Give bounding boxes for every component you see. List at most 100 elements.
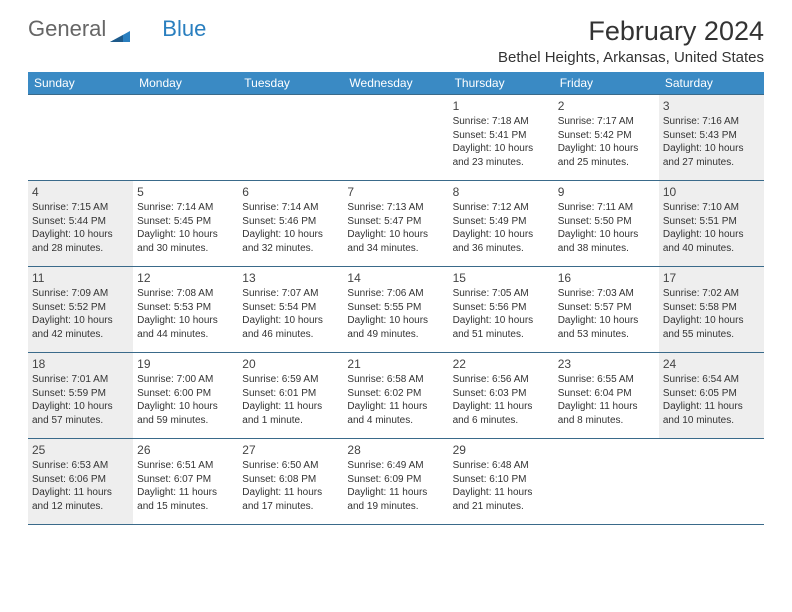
location: Bethel Heights, Arkansas, United States <box>498 49 764 66</box>
day-number: 23 <box>558 356 655 372</box>
daylight-line: Daylight: 10 hours and 27 minutes. <box>663 142 760 169</box>
sunrise-line: Sunrise: 7:17 AM <box>558 115 655 129</box>
day-number: 5 <box>137 184 234 200</box>
daylight-line: Daylight: 10 hours and 59 minutes. <box>137 400 234 427</box>
sunset-line: Sunset: 5:43 PM <box>663 129 760 143</box>
sunrise-line: Sunrise: 6:48 AM <box>453 459 550 473</box>
sunrise-line: Sunrise: 6:50 AM <box>242 459 339 473</box>
day-number: 20 <box>242 356 339 372</box>
day-header: Saturday <box>659 72 764 95</box>
sunset-line: Sunset: 6:08 PM <box>242 473 339 487</box>
calendar-day-cell: 2Sunrise: 7:17 AMSunset: 5:42 PMDaylight… <box>554 95 659 181</box>
daylight-line: Daylight: 11 hours and 21 minutes. <box>453 486 550 513</box>
calendar-day-cell: 4Sunrise: 7:15 AMSunset: 5:44 PMDaylight… <box>28 181 133 267</box>
day-header: Monday <box>133 72 238 95</box>
calendar-day-cell: 14Sunrise: 7:06 AMSunset: 5:55 PMDayligh… <box>343 267 448 353</box>
calendar-day-cell: 21Sunrise: 6:58 AMSunset: 6:02 PMDayligh… <box>343 353 448 439</box>
calendar-week-row: 1Sunrise: 7:18 AMSunset: 5:41 PMDaylight… <box>28 95 764 181</box>
day-number: 12 <box>137 270 234 286</box>
day-number: 3 <box>663 98 760 114</box>
sunrise-line: Sunrise: 7:15 AM <box>32 201 129 215</box>
sunset-line: Sunset: 6:07 PM <box>137 473 234 487</box>
daylight-line: Daylight: 10 hours and 46 minutes. <box>242 314 339 341</box>
sunset-line: Sunset: 6:06 PM <box>32 473 129 487</box>
day-number: 8 <box>453 184 550 200</box>
daylight-line: Daylight: 10 hours and 36 minutes. <box>453 228 550 255</box>
sunset-line: Sunset: 6:01 PM <box>242 387 339 401</box>
day-number: 17 <box>663 270 760 286</box>
sunset-line: Sunset: 6:03 PM <box>453 387 550 401</box>
calendar-day-cell: 28Sunrise: 6:49 AMSunset: 6:09 PMDayligh… <box>343 439 448 525</box>
day-number: 9 <box>558 184 655 200</box>
calendar-empty-cell <box>238 95 343 181</box>
sunrise-line: Sunrise: 7:03 AM <box>558 287 655 301</box>
daylight-line: Daylight: 11 hours and 10 minutes. <box>663 400 760 427</box>
sunrise-line: Sunrise: 6:55 AM <box>558 373 655 387</box>
sunset-line: Sunset: 5:46 PM <box>242 215 339 229</box>
day-number: 24 <box>663 356 760 372</box>
daylight-line: Daylight: 10 hours and 44 minutes. <box>137 314 234 341</box>
daylight-line: Daylight: 10 hours and 23 minutes. <box>453 142 550 169</box>
calendar-day-cell: 13Sunrise: 7:07 AMSunset: 5:54 PMDayligh… <box>238 267 343 353</box>
calendar-day-cell: 12Sunrise: 7:08 AMSunset: 5:53 PMDayligh… <box>133 267 238 353</box>
calendar-day-cell: 26Sunrise: 6:51 AMSunset: 6:07 PMDayligh… <box>133 439 238 525</box>
day-number: 27 <box>242 442 339 458</box>
sunset-line: Sunset: 6:09 PM <box>347 473 444 487</box>
sunset-line: Sunset: 5:42 PM <box>558 129 655 143</box>
calendar-day-cell: 11Sunrise: 7:09 AMSunset: 5:52 PMDayligh… <box>28 267 133 353</box>
sunrise-line: Sunrise: 7:14 AM <box>242 201 339 215</box>
sunset-line: Sunset: 5:52 PM <box>32 301 129 315</box>
calendar-empty-cell <box>28 95 133 181</box>
calendar-day-cell: 1Sunrise: 7:18 AMSunset: 5:41 PMDaylight… <box>449 95 554 181</box>
day-number: 26 <box>137 442 234 458</box>
calendar-week-row: 18Sunrise: 7:01 AMSunset: 5:59 PMDayligh… <box>28 353 764 439</box>
day-header: Wednesday <box>343 72 448 95</box>
day-header: Thursday <box>449 72 554 95</box>
calendar-day-cell: 16Sunrise: 7:03 AMSunset: 5:57 PMDayligh… <box>554 267 659 353</box>
day-header-row: SundayMondayTuesdayWednesdayThursdayFrid… <box>28 72 764 95</box>
day-header: Tuesday <box>238 72 343 95</box>
sunrise-line: Sunrise: 7:06 AM <box>347 287 444 301</box>
sunset-line: Sunset: 5:57 PM <box>558 301 655 315</box>
sunrise-line: Sunrise: 6:51 AM <box>137 459 234 473</box>
calendar-week-row: 25Sunrise: 6:53 AMSunset: 6:06 PM Dayligh… <box>28 439 764 525</box>
daylight-line: Daylight: 10 hours and 38 minutes. <box>558 228 655 255</box>
day-number: 22 <box>453 356 550 372</box>
calendar-day-cell: 10Sunrise: 7:10 AMSunset: 5:51 PMDayligh… <box>659 181 764 267</box>
daylight-line: Daylight: 10 hours and 51 minutes. <box>453 314 550 341</box>
logo-text-2: Blue <box>162 16 206 42</box>
sunrise-line: Sunrise: 7:09 AM <box>32 287 129 301</box>
sunset-line: Sunset: 6:02 PM <box>347 387 444 401</box>
day-number: 10 <box>663 184 760 200</box>
calendar-week-row: 4Sunrise: 7:15 AMSunset: 5:44 PMDaylight… <box>28 181 764 267</box>
sunset-line: Sunset: 5:51 PM <box>663 215 760 229</box>
day-number: 15 <box>453 270 550 286</box>
calendar-day-cell: 20Sunrise: 6:59 AMSunset: 6:01 PMDayligh… <box>238 353 343 439</box>
calendar-week-row: 11Sunrise: 7:09 AMSunset: 5:52 PMDayligh… <box>28 267 764 353</box>
logo: General Blue <box>28 16 206 42</box>
sunrise-line: Sunrise: 7:08 AM <box>137 287 234 301</box>
calendar-day-cell: 27Sunrise: 6:50 AMSunset: 6:08 PMDayligh… <box>238 439 343 525</box>
sunrise-line: Sunrise: 7:12 AM <box>453 201 550 215</box>
day-number: 21 <box>347 356 444 372</box>
daylight-line: Daylight: 10 hours and 53 minutes. <box>558 314 655 341</box>
calendar-day-cell: 23Sunrise: 6:55 AMSunset: 6:04 PMDayligh… <box>554 353 659 439</box>
day-number: 2 <box>558 98 655 114</box>
sunset-line: Sunset: 5:49 PM <box>453 215 550 229</box>
daylight-line: Daylight: 10 hours and 42 minutes. <box>32 314 129 341</box>
sunset-line: Sunset: 5:44 PM <box>32 215 129 229</box>
sunset-line: Sunset: 6:05 PM <box>663 387 760 401</box>
sunset-line: Sunset: 5:41 PM <box>453 129 550 143</box>
day-number: 6 <box>242 184 339 200</box>
day-number: 7 <box>347 184 444 200</box>
sunrise-line: Sunrise: 6:53 AM <box>32 459 129 473</box>
day-number: 19 <box>137 356 234 372</box>
daylight-line: Daylight: 10 hours and 32 minutes. <box>242 228 339 255</box>
day-number: 11 <box>32 270 129 286</box>
daylight-line: Daylight: 11 hours and 1 minute. <box>242 400 339 427</box>
sunrise-line: Sunrise: 6:49 AM <box>347 459 444 473</box>
day-number: 25 <box>32 442 129 458</box>
sunrise-line: Sunrise: 6:54 AM <box>663 373 760 387</box>
day-number: 14 <box>347 270 444 286</box>
sunset-line: Sunset: 6:00 PM <box>137 387 234 401</box>
